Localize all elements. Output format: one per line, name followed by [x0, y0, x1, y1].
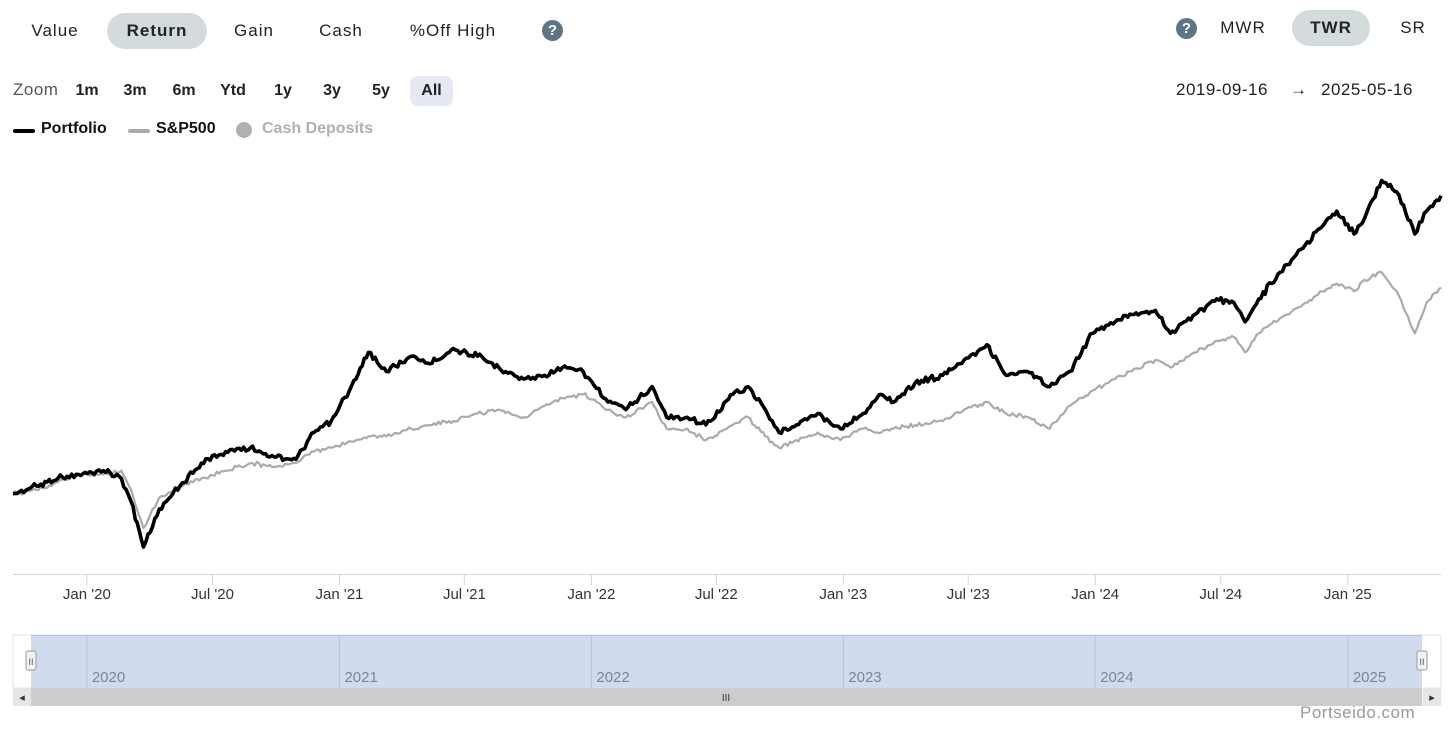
legend-cash-deposits-label: Cash Deposits: [262, 120, 374, 137]
tab-sr[interactable]: SR: [1400, 18, 1426, 37]
tab-off-high[interactable]: %Off High: [409, 21, 497, 40]
series-line-sp500[interactable]: [12, 270, 1442, 530]
x-tick-label: Jan '23: [819, 586, 867, 603]
navigator-year-label: 2024: [1100, 669, 1133, 686]
scrollbar-thumb[interactable]: [31, 688, 1422, 706]
series-line-portfolio[interactable]: [13, 178, 1443, 549]
x-tick-label: Jan '22: [567, 586, 615, 603]
navigator-left-handle[interactable]: [25, 650, 37, 671]
range-end-date[interactable]: 2025-05-16: [1321, 80, 1413, 99]
series-layer: [12, 178, 1443, 549]
x-tick-label: Jul '22: [695, 586, 738, 603]
zoom-6m[interactable]: 6m: [172, 82, 196, 99]
x-tick-label: Jul '24: [1199, 586, 1242, 603]
zoom-3y[interactable]: 3y: [323, 82, 341, 99]
navigator-right-handle-grip: II: [1419, 657, 1424, 667]
zoom-label: Zoom: [13, 80, 59, 99]
method-help-icon[interactable]: ?: [1176, 18, 1197, 39]
navigator-year-label: 2020: [92, 669, 125, 686]
scrollbar-right-arrow-icon: ▸: [1429, 692, 1435, 704]
navigator-selected-range[interactable]: [31, 635, 1422, 688]
navigator-year-label: 2022: [596, 669, 629, 686]
metric-help-icon[interactable]: ?: [542, 20, 563, 41]
navigator-years: 2020 2021 2022 2023 2024 2025: [86, 636, 1386, 688]
navigator-year-label: 2023: [848, 669, 881, 686]
navigator[interactable]: 2020 2021 2022 2023 2024 2025 II II: [12, 634, 1442, 689]
zoom-ytd[interactable]: Ytd: [220, 82, 246, 99]
x-tick-label: Jan '21: [316, 586, 364, 603]
x-tick-label: Jan '20: [63, 586, 111, 603]
zoom-1m[interactable]: 1m: [75, 82, 99, 99]
tab-mwr[interactable]: MWR: [1220, 18, 1266, 37]
tab-return[interactable]: Return: [107, 13, 207, 49]
credit-label: Portseido.com: [1300, 703, 1416, 722]
legend-sp500-label: S&P500: [156, 120, 216, 137]
scrollbar-left-arrow-icon: ◂: [19, 692, 25, 704]
legend-sp500-swatch: [128, 129, 150, 133]
tab-gain[interactable]: Gain: [234, 21, 274, 40]
navigator-year-label: 2021: [344, 669, 377, 686]
scrollbar[interactable]: III ◂ ▸: [13, 688, 1441, 706]
zoom-5y[interactable]: 5y: [372, 82, 390, 99]
tab-twr[interactable]: TWR: [1292, 10, 1370, 46]
navigator-left-handle-grip: II: [28, 657, 33, 667]
x-tick-label: Jul '20: [191, 586, 234, 603]
scrollbar-right-button[interactable]: [1423, 688, 1441, 706]
x-tick-label: Jul '23: [947, 586, 990, 603]
legend-cash-deposits-dot: [236, 122, 252, 138]
x-tick-label: Jan '24: [1071, 586, 1119, 603]
range-arrow: →: [1290, 80, 1308, 99]
scrollbar-grip-icon: III: [722, 693, 730, 704]
legend-portfolio-swatch: [13, 129, 35, 133]
zoom-3m[interactable]: 3m: [123, 82, 147, 99]
scrollbar-left-button[interactable]: [13, 688, 31, 706]
navigator-right-handle[interactable]: [1416, 650, 1428, 671]
zoom-1y[interactable]: 1y: [274, 82, 292, 99]
legend-portfolio-label: Portfolio: [41, 120, 107, 137]
zoom-all[interactable]: All: [410, 76, 453, 106]
x-tick-label: Jul '21: [443, 586, 486, 603]
navigator-year-label: 2025: [1353, 669, 1386, 686]
x-tick-label: Jan '25: [1324, 586, 1372, 603]
tab-cash[interactable]: Cash: [319, 21, 363, 40]
tab-value[interactable]: Value: [31, 21, 79, 40]
range-start-date[interactable]: 2019-09-16: [1176, 80, 1268, 99]
x-axis: Jan '20 Jul '20 Jan '21 Jul '21 Jan '22 Jul '…: [13, 574, 1441, 603]
